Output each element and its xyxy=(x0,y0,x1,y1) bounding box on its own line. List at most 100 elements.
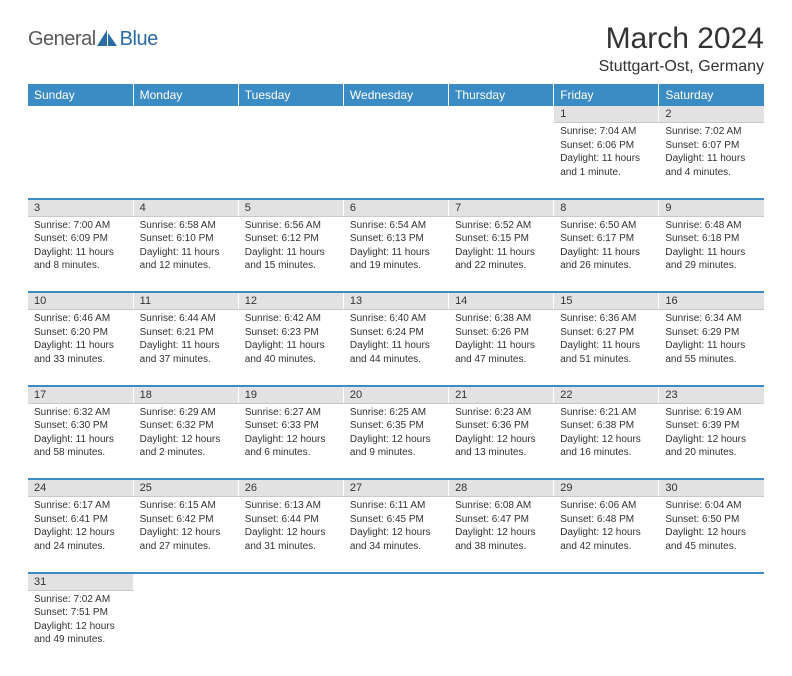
day2-text: and 33 minutes. xyxy=(34,353,127,367)
day1-text: Daylight: 12 hours xyxy=(34,620,127,634)
day1-text: Daylight: 11 hours xyxy=(350,246,442,260)
day-content-cell: Sunrise: 6:13 AMSunset: 6:44 PMDaylight:… xyxy=(238,497,343,573)
day-content-cell xyxy=(238,123,343,199)
day-number-cell: 18 xyxy=(133,386,238,404)
day-content-cell: Sunrise: 6:46 AMSunset: 6:20 PMDaylight:… xyxy=(28,310,133,386)
daynum-row: 10111213141516 xyxy=(28,292,764,310)
sunrise-text: Sunrise: 6:34 AM xyxy=(665,312,758,326)
sunrise-text: Sunrise: 6:25 AM xyxy=(350,406,442,420)
day2-text: and 34 minutes. xyxy=(350,540,442,554)
sunrise-text: Sunrise: 7:02 AM xyxy=(665,125,758,139)
sunset-text: Sunset: 6:33 PM xyxy=(245,419,337,433)
sunset-text: Sunset: 6:41 PM xyxy=(34,513,127,527)
sunset-text: Sunset: 6:48 PM xyxy=(560,513,652,527)
sunset-text: Sunset: 6:36 PM xyxy=(455,419,547,433)
title-block: March 2024 Stuttgart-Ost, Germany xyxy=(599,22,764,76)
day-number-cell xyxy=(343,573,448,591)
day2-text: and 1 minute. xyxy=(560,166,652,180)
sunset-text: Sunset: 6:32 PM xyxy=(140,419,232,433)
day2-text: and 38 minutes. xyxy=(455,540,547,554)
day-number-cell: 28 xyxy=(449,479,554,497)
day-number-cell: 8 xyxy=(554,199,659,217)
sunset-text: Sunset: 6:27 PM xyxy=(560,326,652,340)
sunrise-text: Sunrise: 6:32 AM xyxy=(34,406,127,420)
sunrise-text: Sunrise: 6:29 AM xyxy=(140,406,232,420)
content-row: Sunrise: 6:17 AMSunset: 6:41 PM Daylight:… xyxy=(28,497,764,573)
weekday-header: Tuesday xyxy=(238,84,343,106)
sunrise-text: Sunrise: 6:21 AM xyxy=(560,406,652,420)
day1-text: Daylight: 11 hours xyxy=(140,339,232,353)
sunrise-text: Sunrise: 6:42 AM xyxy=(245,312,337,326)
weekday-header: Friday xyxy=(554,84,659,106)
day-number-cell xyxy=(133,106,238,123)
sunset-text: Sunset: 6:30 PM xyxy=(34,419,127,433)
day-number-cell xyxy=(28,106,133,123)
sunrise-text: Sunrise: 6:56 AM xyxy=(245,219,337,233)
day-content-cell xyxy=(238,590,343,666)
day1-text: Daylight: 12 hours xyxy=(665,433,758,447)
day2-text: and 37 minutes. xyxy=(140,353,232,367)
sunset-text: Sunset: 6:23 PM xyxy=(245,326,337,340)
day1-text: Daylight: 11 hours xyxy=(665,339,758,353)
day-number-cell xyxy=(449,106,554,123)
day-content-cell: Sunrise: 7:02 AMSunset: 6:07 PMDaylight:… xyxy=(659,123,764,199)
sunset-text: Sunset: 6:29 PM xyxy=(665,326,758,340)
day2-text: and 51 minutes. xyxy=(560,353,652,367)
day-number-cell: 9 xyxy=(659,199,764,217)
day2-text: and 45 minutes. xyxy=(665,540,758,554)
day-number-cell: 24 xyxy=(28,479,133,497)
day-number-cell: 3 xyxy=(28,199,133,217)
weekday-header: Thursday xyxy=(449,84,554,106)
day-number-cell xyxy=(659,573,764,591)
daynum-row: 3456789 xyxy=(28,199,764,217)
day2-text: and 4 minutes. xyxy=(665,166,758,180)
sunset-text: Sunset: 6:38 PM xyxy=(560,419,652,433)
day-number-cell: 17 xyxy=(28,386,133,404)
day2-text: and 49 minutes. xyxy=(34,633,127,647)
daynum-row: 12 xyxy=(28,106,764,123)
sunset-text: Sunset: 7:51 PM xyxy=(34,606,127,620)
day-number-cell: 15 xyxy=(554,292,659,310)
day-number-cell: 1 xyxy=(554,106,659,123)
day-number-cell: 22 xyxy=(554,386,659,404)
sunrise-text: Sunrise: 6:27 AM xyxy=(245,406,337,420)
day-number-cell xyxy=(449,573,554,591)
sunrise-text: Sunrise: 6:17 AM xyxy=(34,499,127,513)
day-number-cell: 19 xyxy=(238,386,343,404)
content-row: Sunrise: 7:04 AMSunset: 6:06 PMDaylight:… xyxy=(28,123,764,199)
sunset-text: Sunset: 6:35 PM xyxy=(350,419,442,433)
calendar-body: 12Sunrise: 7:04 AMSunset: 6:06 PMDayligh… xyxy=(28,106,764,666)
sunset-text: Sunset: 6:17 PM xyxy=(560,232,652,246)
day1-text: Daylight: 12 hours xyxy=(245,433,337,447)
sunrise-text: Sunrise: 6:06 AM xyxy=(560,499,652,513)
day-content-cell: Sunrise: 7:00 AMSunset: 6:09 PMDaylight:… xyxy=(28,216,133,292)
sunset-text: Sunset: 6:45 PM xyxy=(350,513,442,527)
day-content-cell xyxy=(449,123,554,199)
logo-text-blue: Blue xyxy=(120,28,158,51)
day1-text: Daylight: 11 hours xyxy=(140,246,232,260)
day-content-cell xyxy=(554,590,659,666)
day2-text: and 29 minutes. xyxy=(665,259,758,273)
sunset-text: Sunset: 6:47 PM xyxy=(455,513,547,527)
day1-text: Daylight: 12 hours xyxy=(560,526,652,540)
day-content-cell: Sunrise: 6:06 AMSunset: 6:48 PMDaylight:… xyxy=(554,497,659,573)
sunset-text: Sunset: 6:12 PM xyxy=(245,232,337,246)
content-row: Sunrise: 6:32 AMSunset: 6:30 PM Daylight:… xyxy=(28,403,764,479)
sunrise-text: Sunrise: 6:44 AM xyxy=(140,312,232,326)
day-number-cell: 6 xyxy=(343,199,448,217)
day-number-cell: 25 xyxy=(133,479,238,497)
day1-text: Daylight: 11 hours xyxy=(560,152,652,166)
day1-text: Daylight: 12 hours xyxy=(140,526,232,540)
day-number-cell: 14 xyxy=(449,292,554,310)
day-content-cell: Sunrise: 6:25 AMSunset: 6:35 PMDaylight:… xyxy=(343,403,448,479)
day-number-cell: 11 xyxy=(133,292,238,310)
day2-text: and 27 minutes. xyxy=(140,540,232,554)
sunrise-text: Sunrise: 6:46 AM xyxy=(34,312,127,326)
day2-text: and 24 minutes. xyxy=(34,540,127,554)
day2-text: and 12 minutes. xyxy=(140,259,232,273)
day-number-cell: 21 xyxy=(449,386,554,404)
day1-text: Daylight: 11 hours xyxy=(34,246,127,260)
day2-text: and 8 minutes. xyxy=(34,259,127,273)
sunset-text: Sunset: 6:15 PM xyxy=(455,232,547,246)
day-number-cell: 31 xyxy=(28,573,133,591)
